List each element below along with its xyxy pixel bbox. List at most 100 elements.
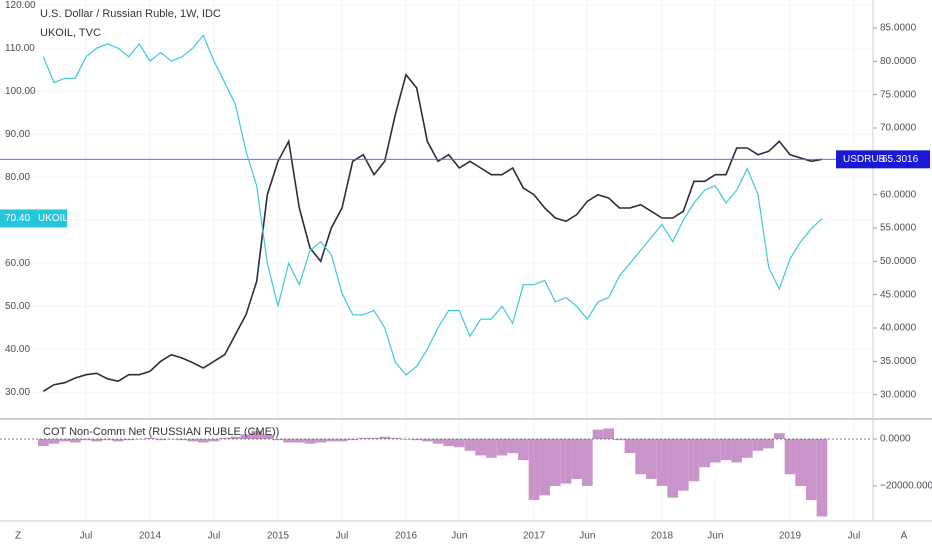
y-tick-label: 110.00 bbox=[5, 43, 35, 54]
price-label-box bbox=[836, 150, 930, 169]
y-tick-label: 30.00 bbox=[5, 387, 30, 398]
bar bbox=[208, 439, 220, 442]
y-tick-label: 100.00 bbox=[5, 86, 36, 97]
bar bbox=[59, 439, 70, 442]
bar bbox=[347, 439, 358, 441]
bar bbox=[70, 439, 81, 443]
bar bbox=[336, 439, 348, 442]
bar bbox=[251, 430, 262, 440]
bar bbox=[48, 439, 60, 444]
price-label-box bbox=[0, 209, 67, 228]
bar bbox=[134, 439, 145, 440]
bar bbox=[38, 439, 49, 447]
y2-tick-label: 85.0000 bbox=[880, 23, 917, 34]
bar bbox=[422, 439, 433, 442]
bar bbox=[294, 439, 305, 443]
bar bbox=[507, 439, 518, 454]
x-tick-label: Jun bbox=[451, 531, 467, 542]
bar bbox=[528, 439, 540, 501]
bar bbox=[518, 439, 529, 461]
bar bbox=[795, 439, 806, 486]
bar bbox=[720, 439, 732, 461]
x-tick-label: Jun bbox=[707, 531, 723, 542]
x-tick-label: Jul bbox=[208, 531, 221, 542]
bar bbox=[603, 428, 614, 440]
y-tick-label: 60.00 bbox=[5, 258, 30, 269]
y-tick-label: 90.00 bbox=[5, 129, 30, 140]
y2-tick-label: 75.0000 bbox=[880, 89, 917, 100]
x-tick-label: 2016 bbox=[395, 531, 418, 542]
bar bbox=[240, 434, 252, 440]
bar bbox=[411, 439, 422, 441]
bar bbox=[539, 439, 550, 496]
y2-tick-label: 80.0000 bbox=[880, 56, 917, 67]
bar bbox=[486, 439, 497, 458]
y-tick-label: 120.00 bbox=[5, 0, 36, 11]
x-tick-label: 2019 bbox=[779, 531, 802, 542]
x-tick-label: Jul bbox=[336, 531, 349, 542]
bar bbox=[219, 437, 230, 440]
bar bbox=[91, 439, 102, 442]
bar bbox=[432, 439, 444, 444]
bar bbox=[262, 434, 273, 440]
bar bbox=[731, 439, 742, 463]
y-tick-label: 0.0000 bbox=[880, 434, 911, 445]
bar bbox=[230, 436, 241, 440]
bar bbox=[688, 439, 700, 482]
x-tick-label: 2017 bbox=[523, 531, 546, 542]
bar bbox=[176, 439, 188, 441]
bar bbox=[816, 439, 828, 517]
bar bbox=[763, 439, 774, 449]
auto-scale-button[interactable]: A bbox=[901, 531, 908, 542]
bar bbox=[315, 439, 326, 443]
timezone-button[interactable]: Z bbox=[15, 531, 21, 542]
bar bbox=[123, 439, 134, 441]
bar bbox=[464, 439, 476, 451]
last-value-label: 70.40 bbox=[5, 213, 30, 224]
y-tick-label: 40.00 bbox=[5, 344, 30, 355]
series-line bbox=[42, 34, 823, 376]
bar bbox=[571, 439, 582, 479]
last-value-label: 65.3016 bbox=[882, 154, 919, 165]
y2-tick-label: 45.0000 bbox=[880, 289, 917, 300]
bar bbox=[368, 437, 380, 440]
indicator-title: COT Non-Comm Net (RUSSIAN RUBLE (CME)) bbox=[43, 426, 279, 438]
y-tick-label: 80.00 bbox=[5, 172, 30, 183]
bar bbox=[475, 439, 486, 456]
bar bbox=[80, 439, 92, 441]
plot bbox=[0, 34, 872, 517]
bar bbox=[155, 439, 166, 441]
bar bbox=[454, 439, 465, 448]
bar bbox=[187, 439, 198, 442]
bar bbox=[550, 439, 561, 486]
bar bbox=[283, 439, 294, 443]
bar bbox=[304, 439, 316, 444]
bar bbox=[198, 439, 209, 443]
bar bbox=[272, 439, 284, 441]
y2-tick-label: 40.0000 bbox=[880, 323, 917, 334]
y2-tick-label: 55.0000 bbox=[880, 223, 917, 234]
y2-tick-label: 50.0000 bbox=[880, 256, 917, 267]
bar bbox=[326, 439, 337, 442]
x-tick-label: Jun bbox=[579, 531, 595, 542]
y2-tick-label: 35.0000 bbox=[880, 356, 917, 367]
bar bbox=[443, 439, 454, 447]
bar bbox=[667, 439, 678, 498]
bar bbox=[752, 439, 764, 451]
bar bbox=[400, 439, 412, 440]
y2-tick-label: 60.0000 bbox=[880, 189, 917, 200]
bar bbox=[710, 439, 721, 463]
y2-tick-label: 30.0000 bbox=[880, 389, 917, 400]
y2-tick-label: 70.0000 bbox=[880, 123, 917, 134]
bar bbox=[699, 439, 710, 468]
series-name-label: USDRUB bbox=[843, 154, 886, 165]
bar bbox=[646, 439, 657, 479]
x-tick-label: 2014 bbox=[139, 531, 162, 542]
y-tick-label: −20000.0000 bbox=[880, 481, 932, 492]
bar bbox=[624, 439, 636, 454]
bar bbox=[582, 439, 593, 486]
bar bbox=[102, 439, 113, 441]
chart-subtitle: UKOIL, TVC bbox=[40, 27, 101, 39]
